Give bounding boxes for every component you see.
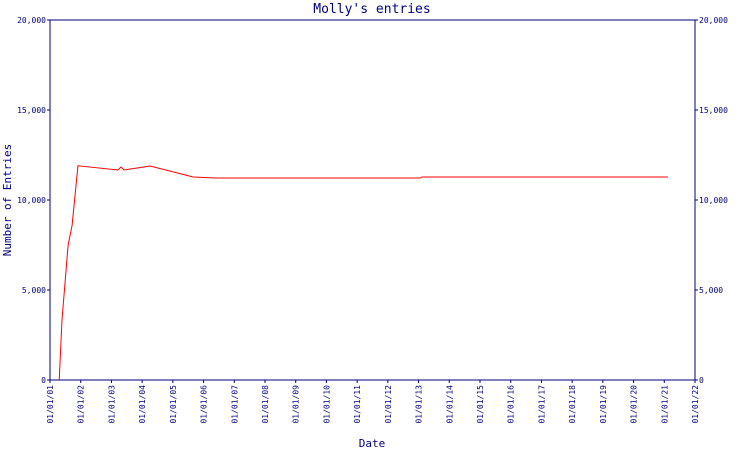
- x-tick-label: 01/01/20: [630, 385, 639, 424]
- x-tick-label: 01/01/17: [537, 385, 546, 424]
- x-tick-label: 01/01/16: [507, 385, 516, 424]
- x-tick-label: 01/01/14: [445, 385, 454, 424]
- y-tick-label: 20,000: [17, 16, 46, 25]
- x-tick-label: 01/01/06: [200, 385, 209, 424]
- chart-title: Molly's entries: [313, 2, 430, 17]
- x-tick-label: 01/01/12: [384, 385, 393, 424]
- x-tick-label: 01/01/03: [107, 385, 116, 424]
- x-tick-label: 01/01/05: [169, 385, 178, 424]
- y-tick-label-right: 15,000: [699, 106, 728, 115]
- x-tick-label: 01/01/01: [46, 385, 55, 424]
- y-tick-label-right: 10,000: [699, 196, 728, 205]
- y-tick-label-right: 0: [699, 376, 704, 385]
- x-tick-label: 01/01/02: [77, 385, 86, 424]
- x-tick-label: 01/01/21: [660, 385, 669, 424]
- plot-frame: [49, 19, 696, 381]
- data-line: [58, 165, 668, 381]
- x-tick-label: 01/01/22: [691, 385, 700, 424]
- y-tick-label-right: 20,000: [699, 16, 728, 25]
- y-tick-label: 10,000: [17, 196, 46, 205]
- x-tick-label: 01/01/11: [353, 385, 362, 424]
- x-tick-label: 01/01/10: [322, 385, 331, 424]
- x-tick-label: 01/01/13: [415, 385, 424, 424]
- x-tick-label: 01/01/19: [599, 385, 608, 424]
- x-tick-label: 01/01/09: [292, 385, 301, 424]
- x-tick-label: 01/01/08: [261, 385, 270, 424]
- y-tick-label-right: 5,000: [699, 286, 723, 295]
- x-tick-label: 01/01/18: [568, 385, 577, 424]
- x-axis-label: Date: [359, 437, 386, 450]
- y-tick-label: 0: [41, 376, 46, 385]
- y-tick-label: 5,000: [22, 286, 46, 295]
- y-tick-label: 15,000: [17, 106, 46, 115]
- y-axis-label: Number of Entries: [1, 144, 14, 257]
- x-tick-label: 01/01/07: [230, 385, 239, 424]
- x-tick-label: 01/01/04: [138, 385, 147, 424]
- x-tick-label: 01/01/15: [476, 385, 485, 424]
